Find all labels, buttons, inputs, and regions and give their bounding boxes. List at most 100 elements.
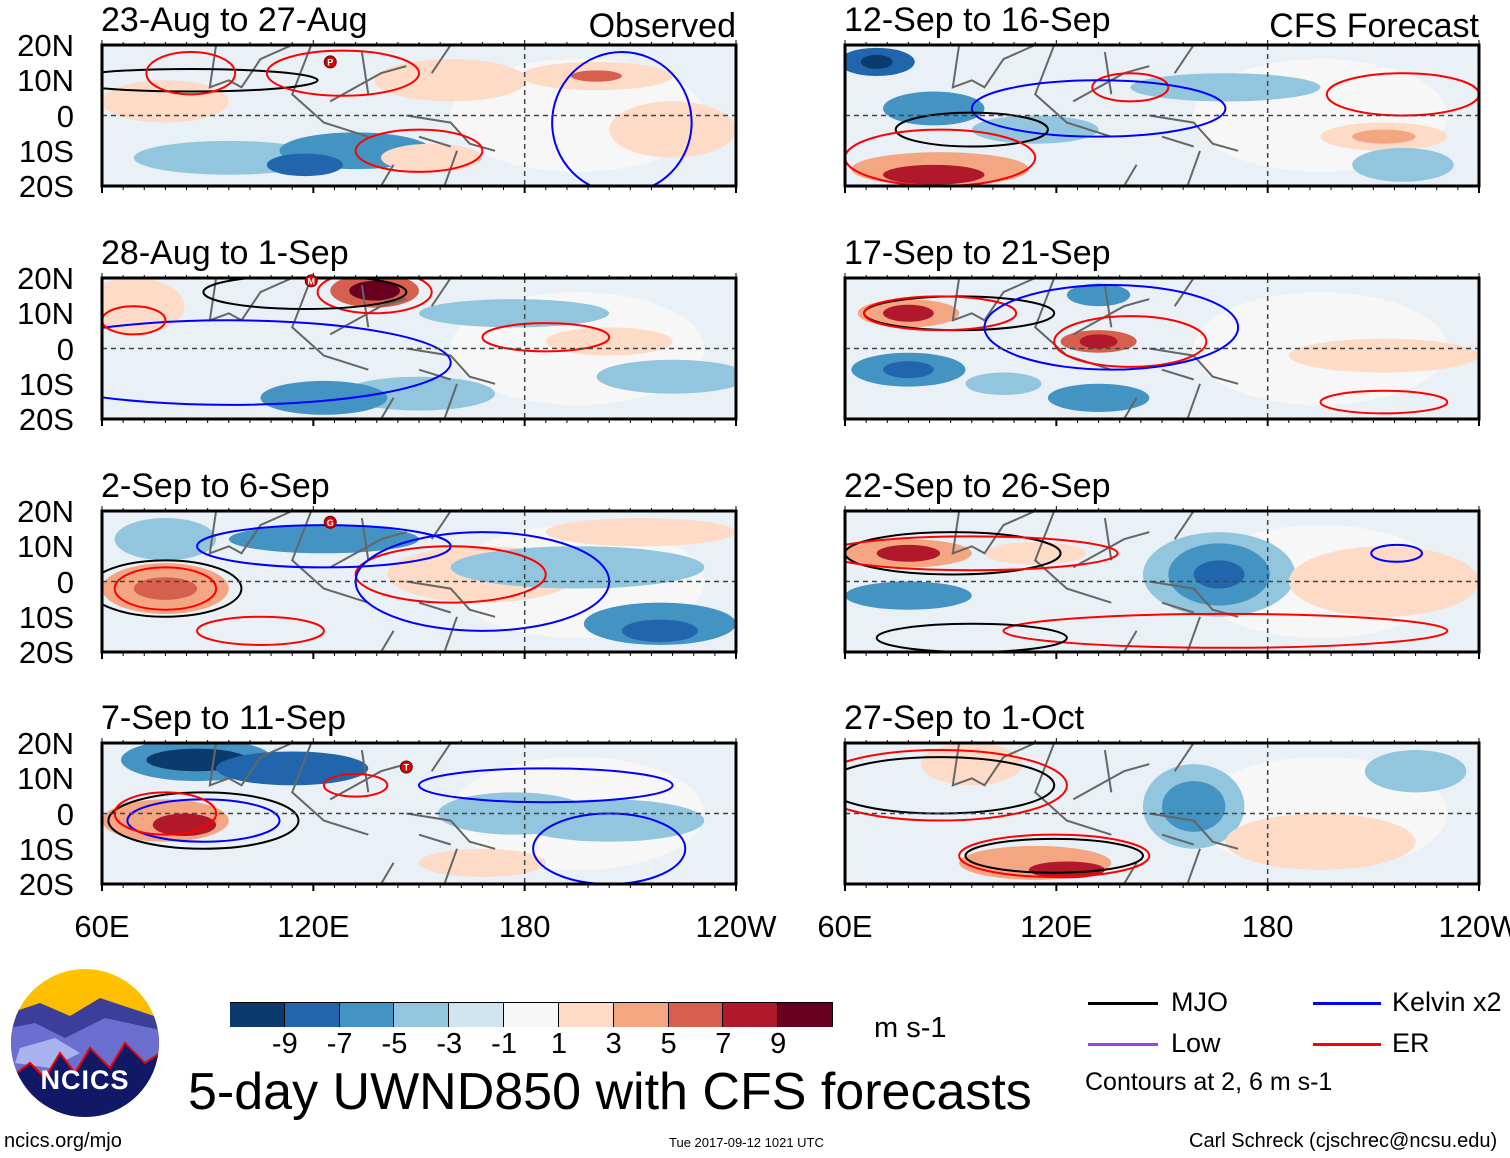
colorbar-swatch bbox=[394, 1003, 450, 1027]
anomaly-shading bbox=[1364, 750, 1467, 793]
ncics-logo: NCICS bbox=[10, 968, 160, 1118]
colorbar-swatch bbox=[449, 1003, 505, 1027]
anomaly-shading bbox=[883, 304, 934, 322]
colorbar-tick-label: -3 bbox=[436, 1028, 463, 1060]
longitude-label: 180 bbox=[1241, 909, 1294, 944]
anomaly-shading bbox=[1066, 283, 1131, 307]
filter-contour bbox=[418, 767, 674, 804]
anomaly-shading bbox=[228, 525, 419, 554]
anomaly-shading bbox=[1162, 781, 1226, 832]
colorbar-swatch bbox=[668, 1003, 724, 1027]
filter-contour bbox=[196, 524, 452, 569]
logo-text: NCICS bbox=[40, 1065, 130, 1095]
colorbar-swatch bbox=[284, 1003, 340, 1027]
latitude-label: 10S bbox=[18, 133, 74, 169]
kelvin-line-swatch bbox=[1313, 1002, 1381, 1005]
tropical-cyclone-icon: P bbox=[323, 55, 337, 69]
colorbar-tick-label: -1 bbox=[491, 1028, 517, 1060]
panel-title: 17-Sep to 21-Sep bbox=[844, 234, 1111, 272]
colorbar-tick-label: -5 bbox=[381, 1028, 408, 1060]
anomaly-shading bbox=[1288, 338, 1479, 373]
anomaly-shading bbox=[266, 153, 343, 177]
filter-contour bbox=[102, 67, 319, 93]
filter-contour bbox=[863, 295, 1018, 332]
latitude-label: 10N bbox=[17, 761, 74, 797]
footer-url[interactable]: ncics.org/mjo bbox=[4, 1130, 122, 1152]
anomaly-shading bbox=[1079, 334, 1118, 349]
latitude-label: 0 bbox=[56, 331, 74, 367]
filter-contour bbox=[845, 535, 1119, 572]
filter-contour bbox=[551, 51, 693, 186]
filter-contour bbox=[1370, 543, 1423, 563]
latitude-label: 10S bbox=[18, 366, 74, 402]
anomaly-shading bbox=[419, 299, 610, 328]
anomaly-shading bbox=[374, 59, 527, 102]
filter-contour bbox=[107, 791, 300, 850]
latitude-label: 20S bbox=[18, 402, 74, 437]
panel-source-label: CFS Forecast bbox=[1269, 7, 1479, 45]
anomaly-shading bbox=[571, 70, 622, 82]
colorbar bbox=[230, 1002, 833, 1027]
legend: MJO Kelvin x2 Low ER Contours at 2, 6 m … bbox=[1085, 987, 1502, 1096]
anomaly-shading bbox=[609, 101, 736, 158]
svg-text:G: G bbox=[327, 518, 334, 528]
filter-contour bbox=[316, 278, 433, 315]
latitude-label: 20N bbox=[17, 28, 74, 63]
filter-contour bbox=[875, 622, 1068, 652]
colorbar-tick-label: 7 bbox=[715, 1028, 732, 1060]
filter-contour bbox=[970, 79, 1227, 138]
filter-contour bbox=[481, 322, 611, 353]
colorbar-tick-label: -7 bbox=[326, 1028, 353, 1060]
colorbar-swatch bbox=[613, 1003, 669, 1027]
anomaly-shading bbox=[621, 619, 698, 643]
filter-contour bbox=[1319, 389, 1449, 415]
filter-contour bbox=[102, 319, 452, 406]
colorbar-swatch bbox=[778, 1003, 833, 1027]
latitude-label: 20S bbox=[18, 635, 74, 670]
panel-title: 22-Sep to 26-Sep bbox=[844, 467, 1111, 505]
anomaly-shading bbox=[419, 848, 546, 877]
anomaly-shading bbox=[380, 143, 483, 172]
filter-contour bbox=[845, 756, 1056, 815]
tropical-cyclone-icon: G bbox=[323, 515, 337, 529]
anomaly-shading bbox=[260, 380, 388, 415]
colorbar-swatch bbox=[723, 1003, 779, 1027]
filter-contour bbox=[265, 49, 420, 97]
anomaly-shading bbox=[845, 581, 972, 610]
filter-contour bbox=[983, 284, 1240, 371]
anomaly-shading bbox=[1047, 383, 1150, 412]
panel-title: 2-Sep to 6-Sep bbox=[101, 467, 330, 505]
coastline bbox=[951, 743, 1239, 884]
panel-title: 12-Sep to 16-Sep bbox=[844, 1, 1111, 39]
panel-source-label: Observed bbox=[588, 7, 736, 45]
anomaly-shading bbox=[1352, 129, 1416, 144]
anomaly-shading bbox=[133, 577, 198, 600]
panel-title: 23-Aug to 27-Aug bbox=[101, 1, 368, 39]
filter-contour bbox=[1002, 612, 1449, 649]
filter-contour bbox=[145, 51, 237, 96]
panel-title: 28-Aug to 1-Sep bbox=[101, 234, 349, 272]
anomaly-shading bbox=[114, 518, 217, 561]
wind-anomaly-map bbox=[843, 40, 1481, 193]
anomaly-shading bbox=[883, 91, 985, 126]
latitude-label: 10N bbox=[17, 529, 74, 565]
latitude-label: 10N bbox=[17, 63, 74, 99]
longitude-label: 120W bbox=[1438, 909, 1510, 944]
anomaly-shading bbox=[152, 813, 217, 837]
latitude-label: 20S bbox=[18, 169, 74, 204]
colorbar-tick-label: 1 bbox=[550, 1028, 567, 1060]
filter-contour bbox=[202, 278, 408, 311]
longitude-label: 60E bbox=[74, 909, 130, 944]
filter-contour bbox=[1091, 72, 1170, 103]
coastline bbox=[208, 743, 496, 884]
filter-contour bbox=[102, 305, 167, 336]
longitude-label: 180 bbox=[498, 909, 551, 944]
anomaly-shading bbox=[1028, 861, 1105, 879]
anomaly-shading bbox=[596, 359, 736, 394]
anomaly-shading bbox=[876, 544, 941, 562]
latitude-label: 0 bbox=[56, 796, 74, 832]
longitude-label: 120W bbox=[695, 909, 777, 944]
colorbar-tick-label: 9 bbox=[770, 1028, 787, 1060]
wind-anomaly-map bbox=[843, 738, 1481, 891]
colorbar-swatch bbox=[504, 1003, 559, 1027]
